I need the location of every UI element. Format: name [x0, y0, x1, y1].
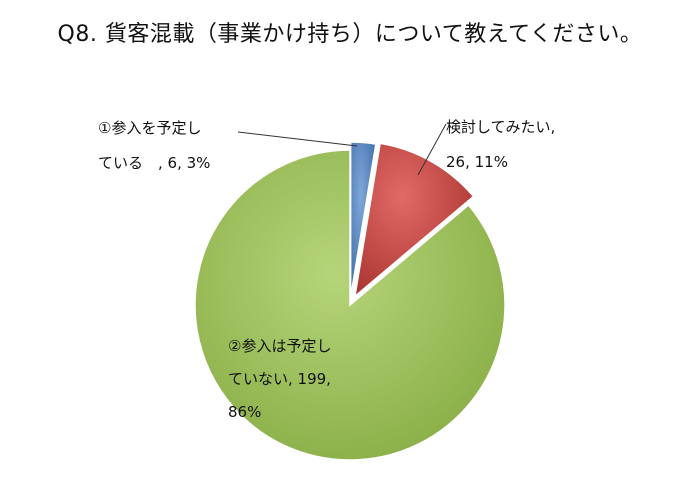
data-label-line: ②参入は予定し	[228, 337, 331, 355]
data-label-line: 検討してみたい,	[446, 118, 555, 136]
pie-slice--参入は予定していない	[194, 149, 506, 461]
leader-line--参入を予定している	[237, 131, 358, 147]
data-label--参入は予定していない: ②参入は予定していない, 199, 86%	[228, 337, 331, 421]
data-label-line: ①参入を予定し	[98, 119, 201, 137]
data-label-line: ている , 6, 3%	[98, 154, 210, 172]
data-label--参入を予定している: ①参入を予定している , 6, 3%	[98, 119, 210, 172]
leader-line-検討してみたい	[417, 123, 447, 176]
data-label-検討してみたい: 検討してみたい, 26, 11%	[446, 118, 555, 171]
chart-title: Q8. 貨客混載（事業かけ持ち）について教えてください。	[57, 22, 643, 47]
data-label-line: ていない, 199,	[228, 370, 331, 388]
pie-slice-検討してみたい	[353, 142, 475, 299]
data-label-line: 86%	[228, 403, 261, 421]
data-label-line: 26, 11%	[446, 153, 508, 171]
pie-slice--参入を予定している	[349, 141, 377, 298]
